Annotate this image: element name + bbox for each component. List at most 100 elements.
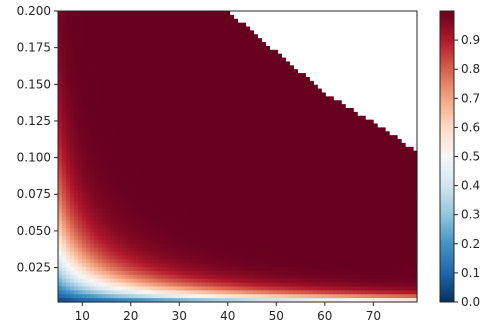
- heatmap-cell: [289, 286, 294, 291]
- heatmap-cell: [81, 259, 87, 264]
- heatmap-cell: [329, 270, 334, 276]
- heatmap-cell: [61, 224, 67, 229]
- heatmap-cell: [133, 115, 139, 121]
- heatmap-cell: [193, 232, 199, 237]
- heatmap-cell: [133, 216, 139, 222]
- heatmap-cell: [313, 88, 318, 94]
- heatmap-cell: [293, 232, 298, 237]
- heatmap-cell: [105, 255, 111, 260]
- heatmap-cell: [133, 42, 139, 47]
- heatmap-cell: [197, 201, 203, 206]
- heatmap-cell: [141, 65, 147, 70]
- heatmap-cell: [173, 57, 179, 63]
- heatmap-cell: [97, 22, 103, 28]
- heatmap-cell: [333, 267, 338, 272]
- heatmap-cell: [93, 11, 99, 16]
- heatmap-cell: [241, 61, 247, 66]
- heatmap-cell: [185, 115, 191, 121]
- heatmap-cell: [145, 212, 151, 218]
- heatmap-cell: [317, 189, 322, 194]
- heatmap-cell: [177, 142, 183, 148]
- heatmap-cell: [65, 212, 71, 218]
- heatmap-cell: [257, 251, 263, 257]
- heatmap-cell: [73, 57, 79, 63]
- heatmap-cell: [121, 205, 127, 210]
- heatmap-cell: [193, 96, 199, 101]
- heatmap-cell: [253, 115, 259, 121]
- heatmap-cell: [213, 73, 219, 78]
- heatmap-cell: [105, 298, 111, 303]
- heatmap-cell: [201, 197, 207, 202]
- heatmap-cell: [121, 11, 127, 16]
- heatmap-cell: [185, 88, 191, 94]
- heatmap-cell: [69, 201, 75, 206]
- heatmap-cell: [341, 131, 346, 136]
- heatmap-cell: [289, 255, 294, 260]
- heatmap-cell: [253, 255, 259, 260]
- heatmap-cell: [213, 185, 219, 191]
- heatmap-cell: [58, 232, 63, 237]
- heatmap-cell: [257, 170, 263, 175]
- heatmap-cell: [309, 170, 314, 175]
- heatmap-cell: [317, 201, 322, 206]
- heatmap-cell: [229, 278, 235, 284]
- heatmap-cell: [153, 104, 159, 109]
- heatmap-cell: [317, 270, 322, 276]
- heatmap-cell: [181, 205, 187, 210]
- heatmap-cell: [117, 42, 123, 47]
- heatmap-cell: [285, 100, 290, 105]
- heatmap-cell: [293, 278, 298, 284]
- heatmap-cell: [113, 166, 119, 171]
- heatmap-cell: [65, 208, 71, 214]
- heatmap-cell: [65, 73, 71, 78]
- heatmap-cell: [305, 119, 310, 125]
- heatmap-cell: [197, 197, 203, 202]
- heatmap-cell: [69, 263, 75, 268]
- heatmap-cell: [61, 247, 67, 253]
- heatmap-cell: [133, 123, 139, 128]
- heatmap-cell: [201, 286, 207, 291]
- heatmap-cell: [201, 166, 207, 171]
- heatmap-cell: [65, 108, 71, 113]
- heatmap-cell: [225, 65, 231, 70]
- heatmap-cell: [81, 243, 87, 249]
- heatmap-cell: [121, 104, 127, 109]
- heatmap-cell: [201, 111, 207, 117]
- heatmap-cell: [281, 76, 286, 82]
- heatmap-cell: [245, 197, 251, 202]
- heatmap-cell: [69, 216, 75, 222]
- heatmap-cell: [197, 224, 203, 229]
- heatmap-cell: [189, 76, 195, 82]
- heatmap-cell: [141, 205, 147, 210]
- heatmap-cell: [61, 104, 67, 109]
- heatmap-cell: [65, 278, 71, 284]
- heatmap-cell: [165, 69, 171, 74]
- heatmap-cell: [217, 239, 223, 245]
- heatmap-cell: [289, 216, 294, 222]
- heatmap-cell: [117, 30, 123, 35]
- heatmap-cell: [153, 251, 159, 257]
- heatmap-cell: [161, 139, 167, 144]
- heatmap-cell: [121, 298, 127, 303]
- heatmap-cell: [101, 162, 107, 167]
- heatmap-cell: [277, 57, 282, 63]
- heatmap-cell: [225, 135, 231, 140]
- heatmap-cell: [157, 208, 163, 214]
- heatmap-cell: [153, 208, 159, 214]
- heatmap-cell: [121, 170, 127, 175]
- heatmap-cell: [289, 108, 294, 113]
- heatmap-cell: [157, 193, 163, 198]
- heatmap-cell: [277, 104, 282, 109]
- heatmap-cell: [69, 96, 75, 101]
- heatmap-cell: [213, 84, 219, 90]
- heatmap-cell: [273, 216, 278, 222]
- heatmap-cell: [189, 61, 195, 66]
- heatmap-cell: [277, 88, 282, 94]
- heatmap-cell: [333, 154, 338, 160]
- heatmap-cell: [137, 205, 143, 210]
- heatmap-cell: [233, 170, 239, 175]
- heatmap-cell: [237, 135, 243, 140]
- heatmap-cell: [58, 205, 63, 210]
- heatmap-cell: [229, 22, 235, 28]
- heatmap-cell: [293, 146, 298, 152]
